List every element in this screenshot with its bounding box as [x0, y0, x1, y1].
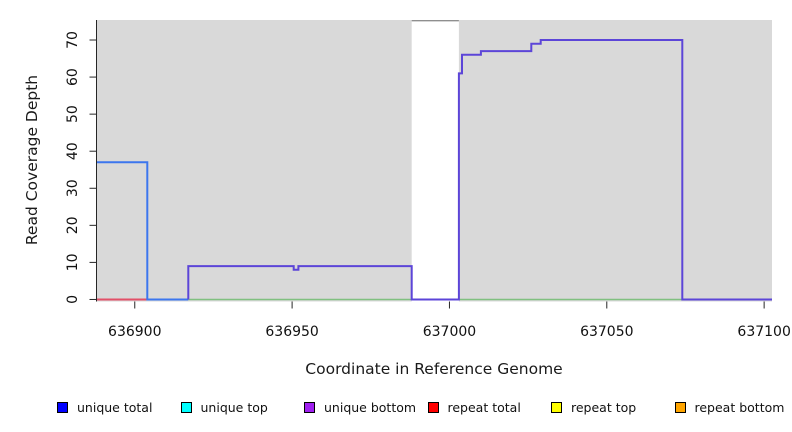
- legend-swatch-icon: [551, 402, 562, 413]
- legend-swatch-icon: [427, 402, 439, 413]
- y-tick-label: 30: [65, 179, 81, 197]
- legend-label: repeat top: [571, 400, 637, 415]
- y-tick-label: 70: [65, 31, 81, 49]
- series-line-unique-total: [97, 161, 189, 301]
- legend-label: repeat bottom: [694, 400, 785, 415]
- x-tick-label: 637000: [423, 324, 476, 340]
- legend-label: unique total: [77, 400, 153, 415]
- legend-label: unique bottom: [324, 400, 417, 415]
- legend-item-unique-total: unique total: [57, 400, 181, 415]
- x-tick-label: 636950: [265, 324, 318, 340]
- legend-item-repeat-top: repeat top: [551, 400, 675, 415]
- y-tick-label: 50: [65, 105, 81, 123]
- legend-item-repeat-bottom: repeat bottom: [674, 400, 792, 415]
- legend-swatch-icon: [304, 402, 315, 413]
- legend-label: unique top: [200, 400, 268, 415]
- x-tick-label: 637050: [580, 324, 633, 340]
- legend-swatch-icon: [57, 402, 68, 413]
- legend-swatch-icon: [180, 402, 192, 413]
- legend-item-unique-top: unique top: [180, 400, 305, 415]
- gap-band: [411, 20, 459, 302]
- y-tick-label: 10: [65, 253, 81, 271]
- legend: unique total unique top unique bottom repea…: [57, 400, 792, 415]
- legend-item-repeat-total: repeat total: [427, 400, 552, 415]
- y-tick-label: 0: [65, 295, 81, 304]
- y-axis-title: Read Coverage Depth: [23, 74, 41, 246]
- y-tick-label: 40: [65, 142, 81, 160]
- x-tick-label: 636900: [108, 324, 161, 340]
- legend-swatch-icon: [674, 402, 686, 413]
- y-tick-label: 20: [65, 216, 81, 234]
- legend-label: repeat total: [447, 400, 521, 415]
- legend-item-unique-bottom: unique bottom: [304, 400, 428, 415]
- x-axis-title: Coordinate in Reference Genome: [305, 360, 563, 378]
- y-tick-label: 60: [65, 68, 81, 86]
- series-line-unique-bottom: [187, 39, 772, 301]
- x-tick-label: 637100: [737, 324, 790, 340]
